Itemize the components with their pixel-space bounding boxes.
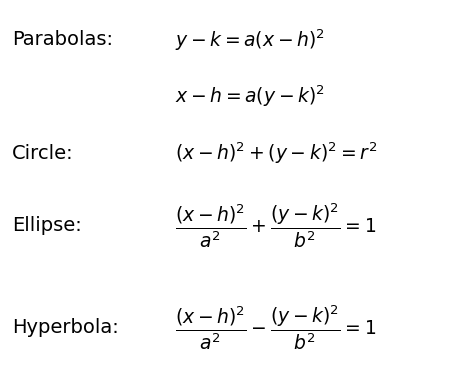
Text: $\dfrac{(x - h)^2}{a^2} - \dfrac{(y - k)^2}{b^2} {=}1$: $\dfrac{(x - h)^2}{a^2} - \dfrac{(y - k)… [175, 304, 377, 352]
Text: $(x - h)^2 + (y - k)^2 = r^2$: $(x - h)^2 + (y - k)^2 = r^2$ [175, 141, 378, 166]
Text: Circle:: Circle: [12, 144, 73, 163]
Text: $y - k = a(x - h)^2$: $y - k = a(x - h)^2$ [175, 27, 325, 53]
Text: Hyperbola:: Hyperbola: [12, 318, 118, 337]
Text: Parabolas:: Parabolas: [12, 30, 113, 49]
Text: $\dfrac{(x - h)^2}{a^2} + \dfrac{(y - k)^2}{b^2} {=}1$: $\dfrac{(x - h)^2}{a^2} + \dfrac{(y - k)… [175, 201, 377, 250]
Text: $x - h = a(y - k)^2$: $x - h = a(y - k)^2$ [175, 84, 325, 110]
Text: Ellipse:: Ellipse: [12, 216, 82, 235]
